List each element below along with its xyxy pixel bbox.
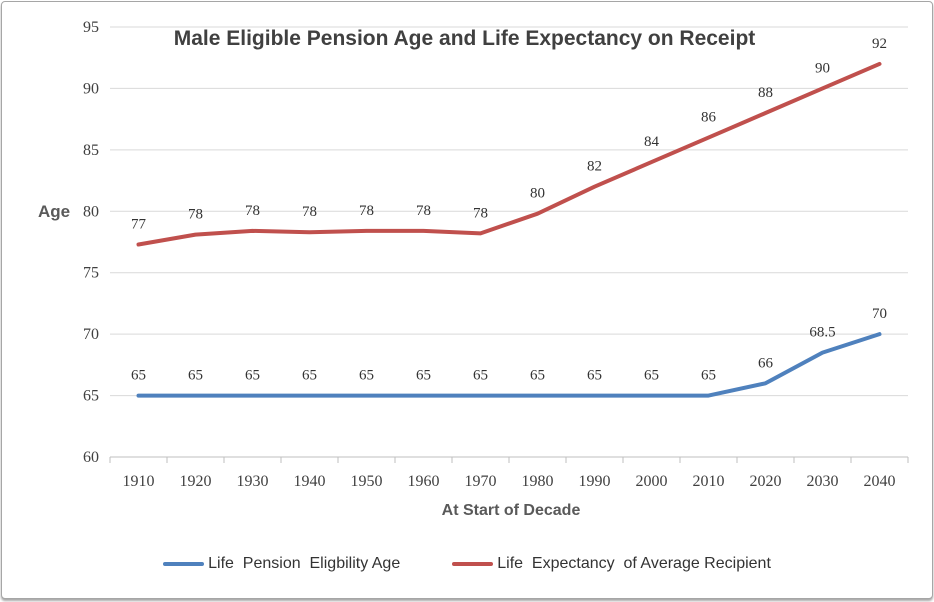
legend: Life Pension Eligbility Age Life Expecta… (2, 555, 932, 573)
data-label-life-expectancy: 78 (245, 203, 260, 219)
x-tick-label: 2000 (636, 473, 668, 490)
data-label-life-expectancy: 77 (131, 217, 147, 233)
data-label-life-expectancy: 80 (530, 186, 545, 202)
x-tick-label: 1930 (237, 473, 269, 490)
data-label-life-expectancy: 84 (644, 134, 660, 150)
data-label-life-expectancy: 78 (473, 205, 488, 221)
data-label-pension-age: 66 (758, 355, 774, 371)
data-label-life-expectancy: 92 (872, 36, 887, 52)
y-tick-label: 80 (83, 203, 99, 220)
x-axis-title: At Start of Decade (441, 502, 581, 519)
data-label-pension-age: 65 (701, 368, 716, 384)
x-tick-label: 1980 (522, 473, 554, 490)
x-tick-label: 1940 (294, 473, 326, 490)
legend-item-pension-age: Life Pension Eligbility Age (163, 555, 400, 573)
x-tick-label: 1960 (408, 473, 440, 490)
y-tick-label: 95 (83, 19, 99, 36)
data-label-life-expectancy: 78 (359, 203, 374, 219)
x-tick-label: 1990 (579, 473, 611, 490)
y-tick-label: 60 (83, 449, 99, 466)
legend-line-swatch-red (452, 562, 494, 566)
legend-label-life-expectancy: Life Expectancy of Average Recipient (497, 555, 771, 572)
data-label-pension-age: 68.5 (809, 325, 835, 341)
data-label-pension-age: 70 (872, 306, 887, 322)
series-line-life-expectancy (136, 61, 882, 247)
data-label-pension-age: 65 (530, 368, 545, 384)
legend-label-pension-age: Life Pension Eligbility Age (208, 555, 401, 572)
legend-line-swatch-blue (163, 562, 205, 566)
x-tick-label: 2010 (693, 473, 725, 490)
y-tick-label: 70 (83, 326, 99, 343)
data-label-pension-age: 65 (416, 368, 431, 384)
legend-item-life-expectancy: Life Expectancy of Average Recipient (452, 555, 771, 573)
data-label-pension-age: 65 (473, 368, 488, 384)
data-label-life-expectancy: 90 (815, 60, 830, 76)
data-label-life-expectancy: 78 (416, 203, 431, 219)
chart-title: Male Eligible Pension Age and Life Expec… (173, 27, 756, 50)
y-tick-label: 75 (83, 265, 99, 282)
data-label-life-expectancy: 86 (701, 110, 717, 126)
series-line-pension-age (136, 332, 882, 398)
y-axis-title: Age (38, 202, 71, 221)
data-label-pension-age: 65 (131, 368, 146, 384)
data-label-pension-age: 65 (188, 368, 203, 384)
data-label-life-expectancy: 82 (587, 159, 602, 175)
data-label-life-expectancy: 78 (302, 204, 317, 220)
data-label-pension-age: 65 (644, 368, 659, 384)
x-tick-label: 2030 (807, 473, 839, 490)
y-tick-label: 90 (83, 80, 99, 97)
y-tick-label: 65 (83, 388, 99, 405)
data-label-pension-age: 65 (245, 368, 260, 384)
x-tick-label: 2020 (750, 473, 782, 490)
data-label-pension-age: 65 (302, 368, 317, 384)
x-tick-label: 1910 (123, 473, 155, 490)
x-tick-label: 1950 (351, 473, 383, 490)
data-label-life-expectancy: 78 (188, 207, 203, 223)
x-tick-label: 2040 (864, 473, 896, 490)
data-label-pension-age: 65 (587, 368, 602, 384)
y-tick-label: 85 (83, 142, 99, 159)
x-tick-label: 1970 (465, 473, 497, 490)
x-tick-label: 1920 (180, 473, 212, 490)
data-label-pension-age: 65 (359, 368, 374, 384)
data-label-life-expectancy: 88 (758, 85, 773, 101)
